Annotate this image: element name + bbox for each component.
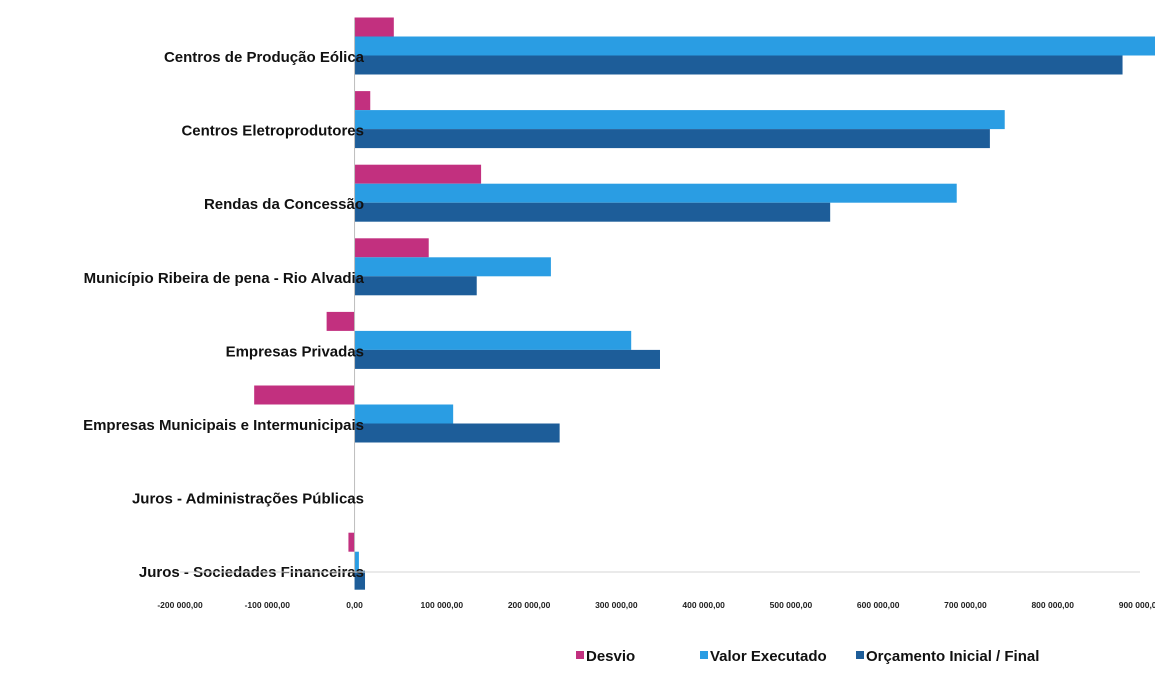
legend: Desvio Valor Executado Orçamento Inicial /…	[576, 648, 1039, 665]
legend-swatch-valor-executado	[700, 651, 708, 659]
x-tick-label: 0,00	[346, 600, 363, 610]
x-tick-label: 300 000,00	[595, 600, 638, 610]
bar-orcamento-inicial-final-3	[354, 202, 831, 222]
bar-desvio-1	[354, 17, 394, 37]
bar-valor-executado-3	[354, 183, 957, 203]
value-axis-ticks: -200 000,00 -100 000,00 0,00 100 000,00 200 …	[157, 600, 1155, 610]
x-tick-label: 900 000,00	[1119, 600, 1155, 610]
bar-orcamento-inicial-final-4	[354, 276, 477, 296]
category-label: Juros - Sociedades Financeiras	[139, 564, 364, 581]
x-tick-label: 800 000,00	[1031, 600, 1074, 610]
legend-label-valor-executado: Valor Executado	[710, 648, 827, 665]
bar-orcamento-inicial-final-8	[354, 570, 366, 590]
bar-desvio-6	[254, 385, 355, 405]
bar-desvio-5	[326, 311, 355, 331]
category-label: Juros - Administrações Públicas	[132, 491, 364, 508]
x-tick-label: 100 000,00	[421, 600, 464, 610]
bar-valor-executado-1	[354, 36, 1155, 56]
bar-desvio-8	[348, 532, 355, 552]
category-label: Centros Eletroprodutores	[181, 123, 364, 140]
x-tick-label: -100 000,00	[245, 600, 291, 610]
x-tick-label: 400 000,00	[682, 600, 725, 610]
x-tick-label: 600 000,00	[857, 600, 900, 610]
legend-label-orcamento-inicial-final: Orçamento Inicial / Final	[866, 648, 1039, 665]
bar-orcamento-inicial-final-6	[354, 423, 560, 443]
category-label: Rendas da Concessão	[204, 196, 364, 213]
x-tick-label: 700 000,00	[944, 600, 987, 610]
category-label: Empresas Privadas	[226, 343, 364, 360]
bar-valor-executado-6	[354, 404, 454, 424]
bar-valor-executado-8	[354, 551, 359, 571]
bar-desvio-2	[354, 91, 371, 111]
bar-valor-executado-5	[354, 330, 632, 350]
bar-desvio-3	[354, 164, 482, 184]
category-label: Empresas Municipais e Intermunicipais	[83, 417, 364, 434]
x-tick-label: -200 000,00	[157, 600, 203, 610]
bar-valor-executado-4	[354, 257, 551, 277]
legend-swatch-orcamento-inicial-final	[856, 651, 864, 659]
bar-orcamento-inicial-final-2	[354, 129, 990, 149]
x-tick-label: 500 000,00	[770, 600, 813, 610]
category-label: Município Ribeira de pena - Rio Alvadia	[84, 270, 365, 287]
legend-label-desvio: Desvio	[586, 648, 635, 665]
legend-swatch-desvio	[576, 651, 584, 659]
category-label: Centros de Produção Eólica	[164, 49, 365, 66]
category-labels: Centros de Produção Eólica Centros Eletro…	[83, 49, 365, 581]
bar-orcamento-inicial-final-5	[354, 349, 660, 369]
bar-desvio-4	[354, 238, 429, 258]
x-tick-label: 200 000,00	[508, 600, 551, 610]
bar-layer	[254, 17, 1155, 590]
bar-orcamento-inicial-final-1	[354, 55, 1123, 75]
bar-valor-executado-2	[354, 110, 1005, 130]
